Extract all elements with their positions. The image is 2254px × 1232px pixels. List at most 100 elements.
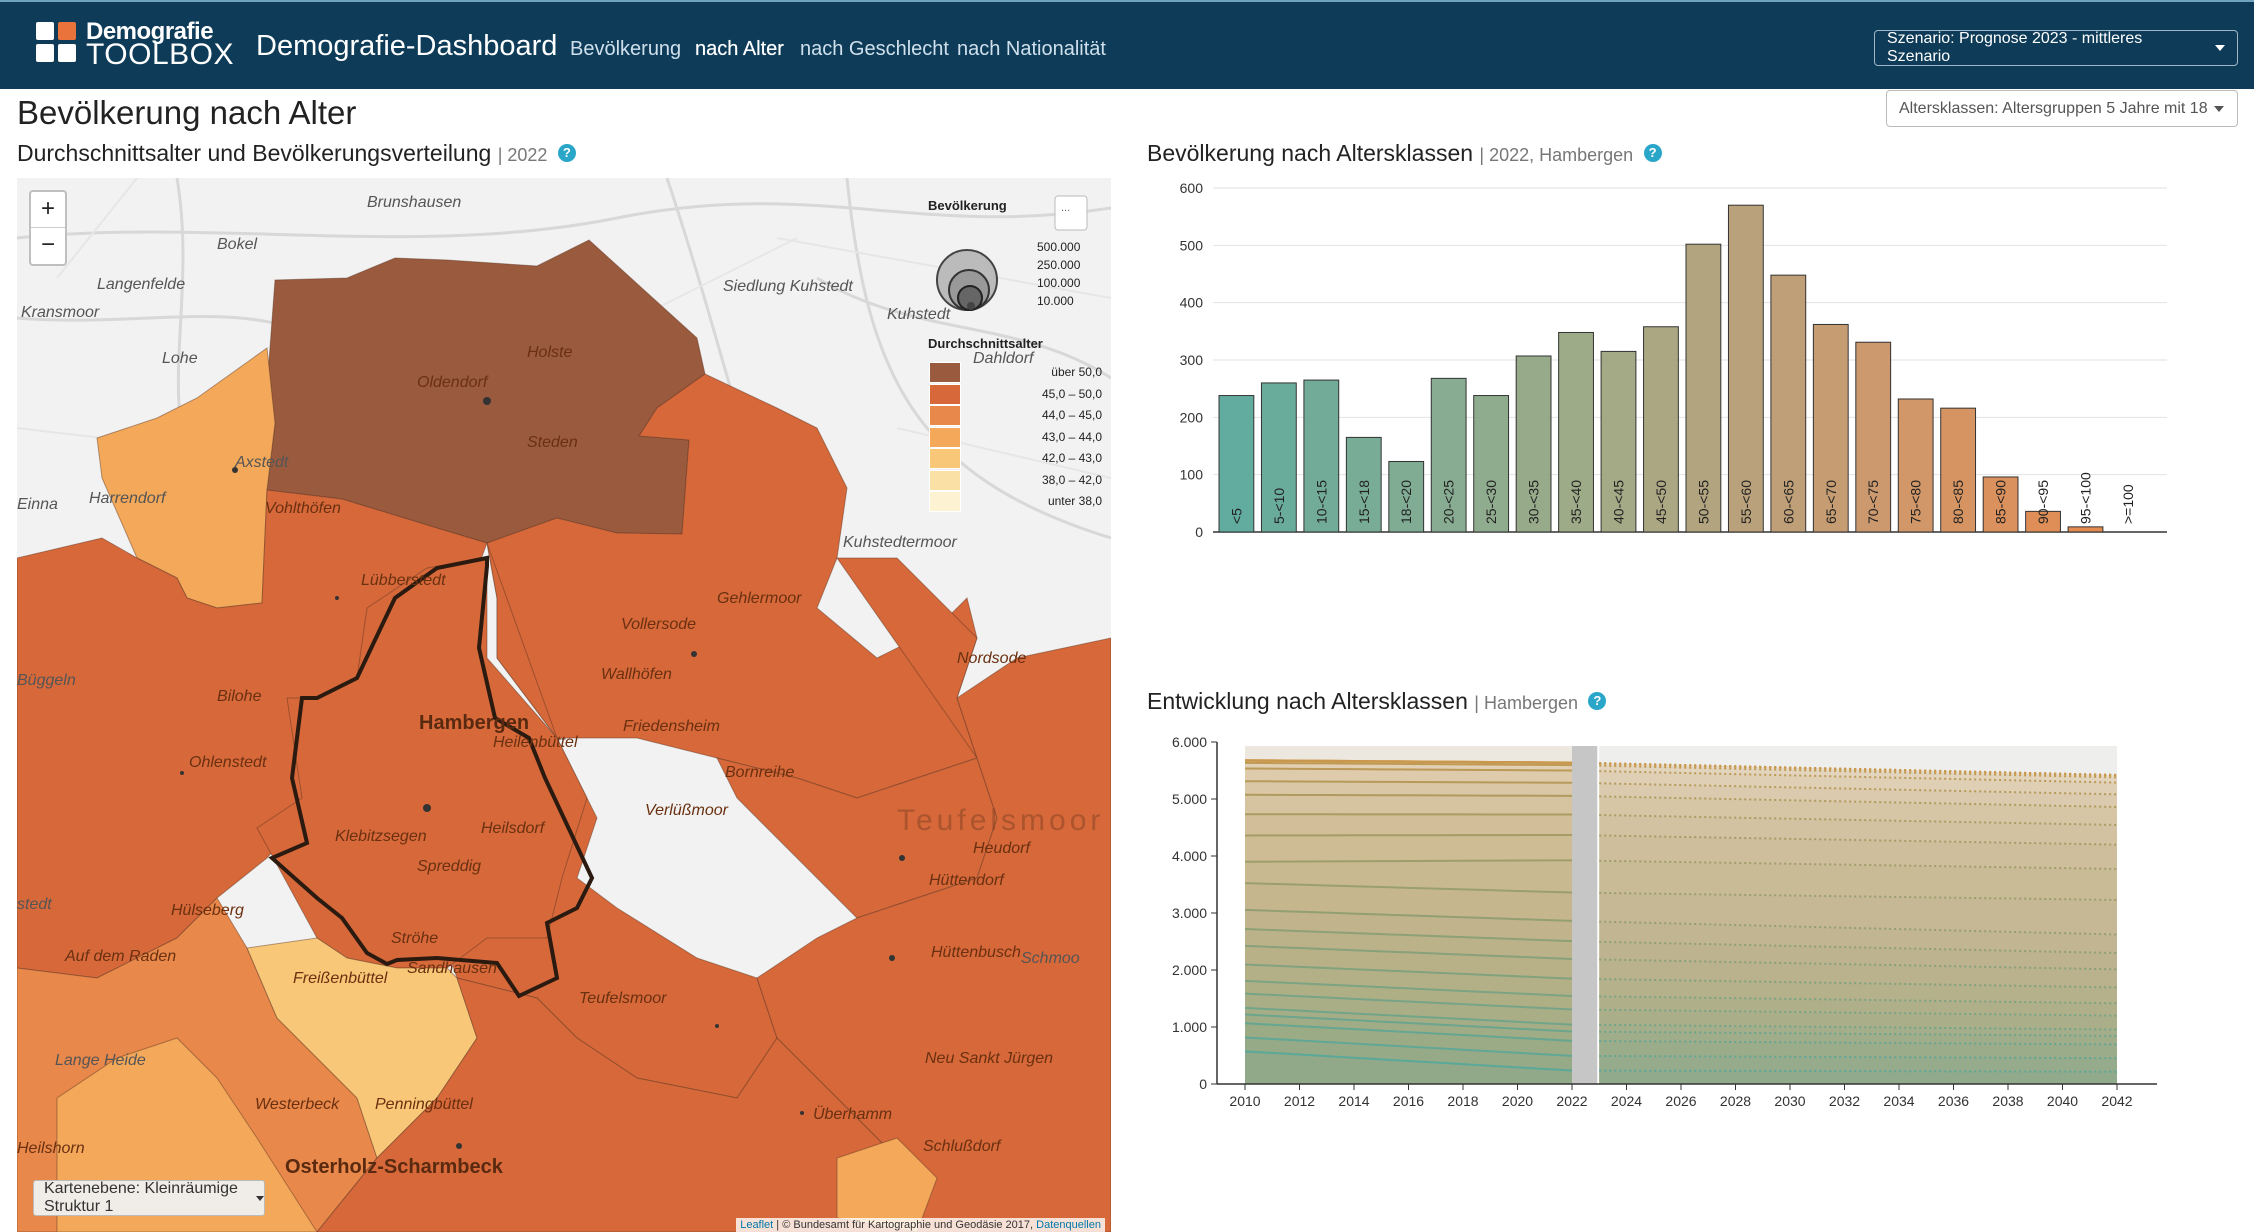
forecast-line — [1599, 859, 2118, 870]
map-place-label: Sandhausen — [407, 960, 497, 977]
chart1-subtitle: | 2022, Hambergen — [1479, 145, 1634, 165]
y-tick-label: 4.000 — [1172, 848, 1207, 864]
legend-toggle-button[interactable] — [1054, 195, 1088, 231]
region-teufelsmoor-east[interactable] — [756, 637, 1111, 1232]
map-place-label: Teufelsmoor — [579, 990, 667, 1007]
category-label: 40-<45 — [1610, 480, 1626, 524]
scenario-dropdown[interactable]: Szenario: Prognose 2023 - mittleres Szen… — [1874, 30, 2238, 66]
help-icon[interactable]: ? — [557, 144, 576, 162]
nav-nach-geschlecht[interactable]: nach Geschlecht — [800, 38, 949, 60]
chart2-subtitle: | Hambergen — [1474, 693, 1579, 713]
zoom-in-button[interactable]: + — [31, 192, 65, 228]
history-line — [1244, 908, 1573, 922]
nav-nach-alter[interactable]: nach Alter — [695, 38, 784, 60]
legend-pop-10000: 10.000 — [1037, 294, 1074, 308]
hambergen-outline[interactable] — [268, 555, 595, 999]
map-place-label: stedt — [17, 896, 52, 913]
history-band — [1245, 781, 1572, 1084]
forecast-line — [1599, 1023, 2118, 1031]
logo-text-demografie[interactable]: Demografie — [86, 18, 214, 45]
forecast-line — [1599, 814, 2118, 826]
forecast-line — [1599, 891, 2118, 901]
bar-40-<45 — [1600, 350, 1637, 533]
map-place-label: Heilsdorf — [481, 820, 545, 837]
bar-55-<60 — [1727, 204, 1764, 533]
x-tick-label: 2010 — [1229, 1093, 1260, 1109]
forecast-band — [1599, 763, 2117, 1084]
nav-nach-nationalitaet[interactable]: nach Nationalität — [957, 38, 1106, 60]
zoom-out-button[interactable]: − — [40, 231, 55, 258]
chart1-title: Bevölkerung nach Altersklassen — [1147, 140, 1474, 166]
y-tick-label: 300 — [1180, 352, 1204, 368]
bar-15-<18 — [1345, 436, 1382, 533]
map-place-label: Schmoo — [1021, 950, 1080, 967]
chevron-down-icon — [2215, 45, 2225, 51]
map-place-label: Steden — [527, 434, 578, 451]
map-place-label: Vollersode — [621, 616, 697, 633]
history-line — [1244, 928, 1573, 943]
altersklassen-dropdown[interactable]: Altersklassen: Altersgruppen 5 Jahre mit… — [1886, 90, 2238, 127]
y-tick-label: 6.000 — [1172, 734, 1207, 750]
legend-swatch — [929, 405, 961, 426]
map-place-label: Lübberstedt — [361, 572, 446, 589]
history-line — [1244, 761, 1573, 767]
map-place-label: Spreddig — [417, 858, 482, 875]
map-place-label: Heudorf — [973, 840, 1030, 857]
map-place-label: Hüttenbusch — [931, 944, 1021, 961]
category-label: <5 — [1228, 508, 1244, 524]
age-bar-chart[interactable]: 0 100 200 300 400 500 600 <5 5-<10 10-<15 15-<18 18… — [1147, 170, 2177, 550]
history-line — [1244, 859, 1573, 863]
category-label: 25-<30 — [1483, 480, 1499, 524]
app-title[interactable]: Demografie-Dashboard — [256, 30, 558, 62]
region-south[interactable] — [316, 977, 918, 1232]
y-tick-label: 400 — [1180, 295, 1204, 311]
leaflet-link[interactable]: Leaflet — [740, 1219, 774, 1231]
history-band — [1245, 760, 1572, 1084]
map-place-label: Hambergen — [419, 712, 530, 734]
forecast-band — [1599, 763, 2117, 1084]
history-band — [1245, 993, 1572, 1084]
forecast-band — [1599, 763, 2117, 1084]
forecast-band — [1599, 815, 2117, 1084]
y-tick-label: 0 — [1195, 524, 1203, 540]
toolbox-logo-icon[interactable] — [36, 22, 78, 64]
category-label: 35-<40 — [1568, 480, 1584, 524]
legend-collapse-label[interactable]: ... — [1061, 202, 1071, 214]
history-line — [1244, 1022, 1573, 1042]
age-development-chart[interactable]: 0 1.000 2.000 3.000 4.000 5.000 6.000 2010 2012 2… — [1147, 720, 2177, 1120]
nav-bevoelkerung[interactable]: Bevölkerung — [570, 38, 682, 60]
map-place-label: Bokel — [217, 236, 258, 253]
map-place-label: Klebitzsegen — [335, 828, 427, 845]
y-tick-label: 1.000 — [1172, 1019, 1207, 1035]
map-place-label: Vohlthöfen — [265, 500, 341, 517]
category-label: 45-<50 — [1653, 480, 1669, 524]
x-tick-label: 2014 — [1338, 1093, 1369, 1109]
datenquellen-link[interactable]: Datenquellen — [1036, 1219, 1101, 1231]
history-line — [1244, 1050, 1573, 1072]
history-line — [1244, 944, 1573, 960]
help-icon[interactable]: ? — [1588, 692, 1607, 710]
forecast-line — [1599, 1008, 2118, 1017]
category-label: 10-<15 — [1313, 480, 1329, 524]
history-line — [1244, 1013, 1573, 1033]
map-title-text: Durchschnittsalter und Bevölkerungsverte… — [17, 140, 492, 166]
region-schlussdorf[interactable] — [836, 1137, 938, 1232]
bar-45-<50 — [1643, 326, 1679, 533]
logo-text-toolbox[interactable]: TOOLBOX — [86, 38, 234, 71]
forecast-line — [1599, 995, 2118, 1005]
map-canvas[interactable] — [17, 178, 1111, 1232]
map-place-label: Ströhe — [391, 930, 439, 947]
map-layer-dropdown[interactable]: Kartenebene: Kleinräumige Struktur 1 — [33, 1180, 265, 1216]
legend-class-label: 43,0 – 44,0 — [1041, 429, 1102, 444]
legend-swatch — [929, 426, 961, 448]
legend-population-title: Bevölkerung — [928, 198, 1007, 213]
history-line — [1244, 759, 1573, 765]
help-icon[interactable]: ? — [1643, 144, 1662, 162]
category-label: 5-<10 — [1271, 488, 1287, 524]
category-label: 20-<25 — [1441, 480, 1457, 524]
history-band — [1245, 964, 1572, 1084]
legend-class-label: unter 38,0 — [1047, 494, 1102, 508]
page-title: Bevölkerung nach Alter — [17, 94, 357, 131]
category-label: 18-<20 — [1398, 480, 1414, 524]
choropleth-map[interactable]: Brunshausen Bokel Langenfelde Kransmoor Lohe… — [17, 178, 1111, 1232]
